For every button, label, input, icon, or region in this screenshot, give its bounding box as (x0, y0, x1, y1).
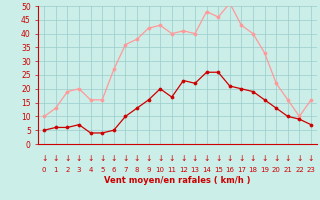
Text: ↓: ↓ (273, 154, 279, 163)
Text: ↓: ↓ (41, 154, 47, 163)
Text: ↓: ↓ (145, 154, 152, 163)
Text: ↓: ↓ (76, 154, 82, 163)
Text: ↓: ↓ (284, 154, 291, 163)
Text: ↓: ↓ (192, 154, 198, 163)
Text: ↓: ↓ (87, 154, 94, 163)
Text: ↓: ↓ (99, 154, 105, 163)
Text: ↓: ↓ (227, 154, 233, 163)
Text: ↓: ↓ (52, 154, 59, 163)
Text: ↓: ↓ (308, 154, 314, 163)
X-axis label: Vent moyen/en rafales ( km/h ): Vent moyen/en rafales ( km/h ) (104, 176, 251, 185)
Text: ↓: ↓ (215, 154, 221, 163)
Text: ↓: ↓ (296, 154, 303, 163)
Text: ↓: ↓ (64, 154, 71, 163)
Text: ↓: ↓ (111, 154, 117, 163)
Text: ↓: ↓ (204, 154, 210, 163)
Text: ↓: ↓ (180, 154, 187, 163)
Text: ↓: ↓ (250, 154, 256, 163)
Text: ↓: ↓ (122, 154, 129, 163)
Text: ↓: ↓ (157, 154, 164, 163)
Text: ↓: ↓ (238, 154, 244, 163)
Text: ↓: ↓ (169, 154, 175, 163)
Text: ↓: ↓ (261, 154, 268, 163)
Text: ↓: ↓ (134, 154, 140, 163)
